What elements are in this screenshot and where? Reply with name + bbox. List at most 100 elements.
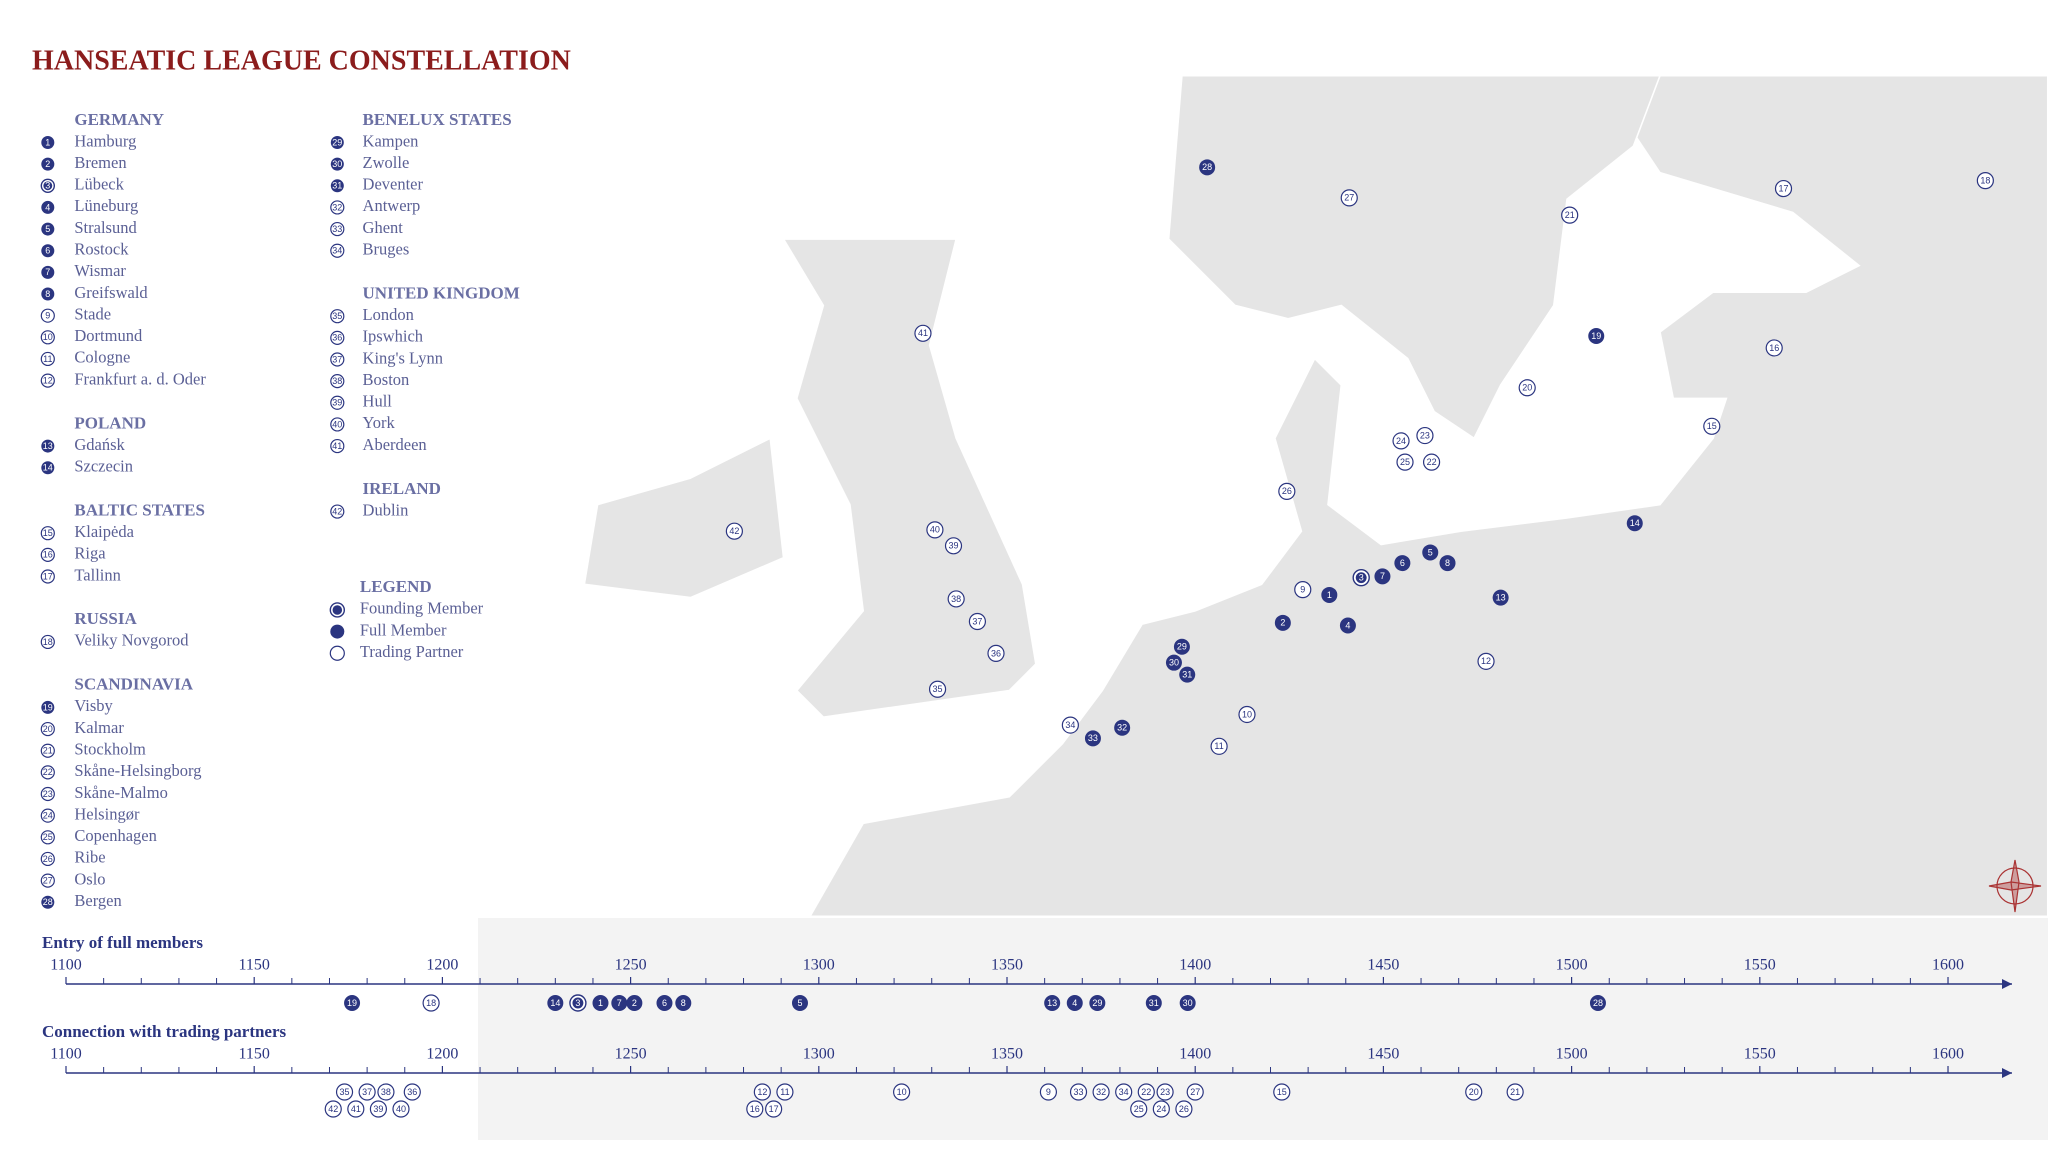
timeline-point-circle (324, 1100, 342, 1118)
map-marker-number: 23 (1420, 430, 1430, 440)
map-marker-circle (1392, 432, 1410, 450)
legend-city-icon: 12 (40, 373, 55, 388)
map-marker-number: 34 (1065, 720, 1075, 730)
city-name: Frankfurt a. d. Oder (74, 369, 206, 388)
timeline-point-number: 28 (1593, 998, 1603, 1008)
map-marker-number: 20 (1522, 383, 1532, 393)
region-heading: GERMANY (74, 110, 164, 129)
map-marker-circle (1976, 172, 1994, 190)
map-marker: 1 (1321, 586, 1338, 603)
legend-city-icon-number: 40 (332, 419, 342, 429)
map-marker-number: 22 (1427, 457, 1437, 467)
timeline-point: 38 (377, 1083, 395, 1101)
map-marker-circle (1774, 179, 1793, 198)
city-name: Kalmar (74, 718, 124, 737)
map-marker-number: 5 (1428, 547, 1433, 557)
timeline-point-circle (776, 1083, 794, 1101)
map-marker-number: 25 (1400, 457, 1410, 467)
map-marker: 36 (987, 644, 1005, 662)
timeline-point-number: 5 (797, 998, 802, 1008)
timeline-point: 37 (358, 1083, 376, 1101)
timeline-point-circle (1186, 1083, 1204, 1101)
map-marker-circle (928, 680, 947, 698)
timeline-point-circle (403, 1083, 421, 1101)
city-name: Dortmund (74, 326, 143, 345)
legend-city-icon-number: 4 (45, 202, 50, 212)
tick-label: 1150 (238, 957, 269, 974)
legend-city-icon-circle (40, 830, 55, 845)
legend-city-icon: 33 (330, 221, 345, 237)
timeline-point-number: 23 (1160, 1087, 1170, 1097)
legend-city-icon: 1 (41, 135, 55, 149)
timeline-point-circle (746, 1100, 764, 1118)
map-marker-circle (1439, 555, 1456, 572)
map-marker: 23 (1416, 426, 1434, 445)
city-name: Riga (74, 544, 106, 563)
city-name: Veliky Novgorod (74, 631, 189, 650)
timeline-point-number: 6 (662, 998, 667, 1008)
legend-city-icon: 38 (330, 374, 345, 389)
map-marker: 41 (914, 324, 932, 342)
legend-city-icon-circle (41, 287, 55, 301)
city-name: Skåne-Helsingborg (74, 761, 201, 780)
map-marker-circle (1278, 482, 1296, 500)
timeline-point-number: 18 (426, 998, 436, 1008)
timeline-point-circle (1066, 995, 1083, 1011)
city-name: Gdańsk (74, 435, 125, 454)
map-marker: 34 (1061, 716, 1079, 734)
timeline-point-circle (893, 1083, 911, 1101)
map-marker: 33 (1084, 730, 1101, 747)
city-name: Dublin (363, 500, 409, 519)
map-marker-number: 40 (930, 525, 940, 535)
map-marker-circle (1626, 515, 1643, 532)
map-marker-circle (944, 537, 963, 555)
map-marker: 14 (1626, 515, 1643, 532)
map-marker-number: 1 (1327, 590, 1332, 600)
legend-city-icon-circle (41, 461, 55, 475)
legend-city-icon: 17 (40, 569, 55, 584)
legend-city-icon: 26 (40, 851, 55, 867)
map-marker: 32 (1114, 719, 1131, 736)
map-marker-number: 3 (1359, 573, 1364, 583)
city-name: Boston (363, 370, 410, 389)
legend-city-icon-number: 6 (45, 246, 50, 256)
timeline-point-circle (791, 995, 808, 1011)
legend-city-icon-circle (41, 135, 55, 149)
city-name: Skåne-Malmo (74, 783, 167, 802)
legend-city-icon: 16 (40, 547, 55, 562)
timeline-point-circle (1130, 1100, 1148, 1118)
region-heading: BALTIC STATES (74, 500, 205, 519)
city-name: Visby (74, 696, 113, 715)
timeline-point-number: 36 (407, 1087, 417, 1097)
legend-city-icon-number: 1 (45, 137, 50, 147)
legend-city-icon-circle (330, 330, 345, 345)
region-heading: UNITED KINGDOM (363, 283, 520, 302)
timeline-arrow (2002, 1068, 2012, 1078)
timeline-point: 25 (1130, 1100, 1148, 1118)
tick-label: 1500 (1556, 1046, 1588, 1063)
legend-city-icon-number: 26 (43, 854, 53, 864)
timeline-point-number: 21 (1510, 1087, 1520, 1097)
map-marker-number: 7 (1380, 571, 1385, 581)
timeline-point-number: 14 (550, 998, 560, 1008)
map-marker-number: 26 (1282, 486, 1292, 496)
timeline-point: 32 (1092, 1083, 1110, 1101)
map-marker-circle (1238, 705, 1256, 724)
legend-city-icon-circle (40, 808, 55, 823)
legend-city-icon-number: 42 (332, 506, 342, 516)
map-marker: 27 (1340, 189, 1358, 207)
map-marker: 30 (1165, 654, 1182, 671)
timeline-point-circle (1152, 1100, 1170, 1118)
timeline-point-circle (1156, 1083, 1174, 1101)
legend-city-icon-number: 12 (43, 375, 53, 385)
timeline-point: 36 (403, 1083, 421, 1101)
tick-label: 1200 (426, 957, 458, 974)
tick-label: 1200 (426, 1046, 458, 1063)
timeline-point-number: 37 (362, 1087, 372, 1097)
city-name: Zwolle (363, 153, 410, 172)
timeline-point-circle (1465, 1083, 1483, 1101)
map-marker-number: 36 (991, 648, 1001, 658)
city-name: King's Lynn (363, 348, 443, 367)
map-marker-circle (1339, 617, 1356, 634)
legend-city-icon-number: 22 (43, 767, 53, 777)
